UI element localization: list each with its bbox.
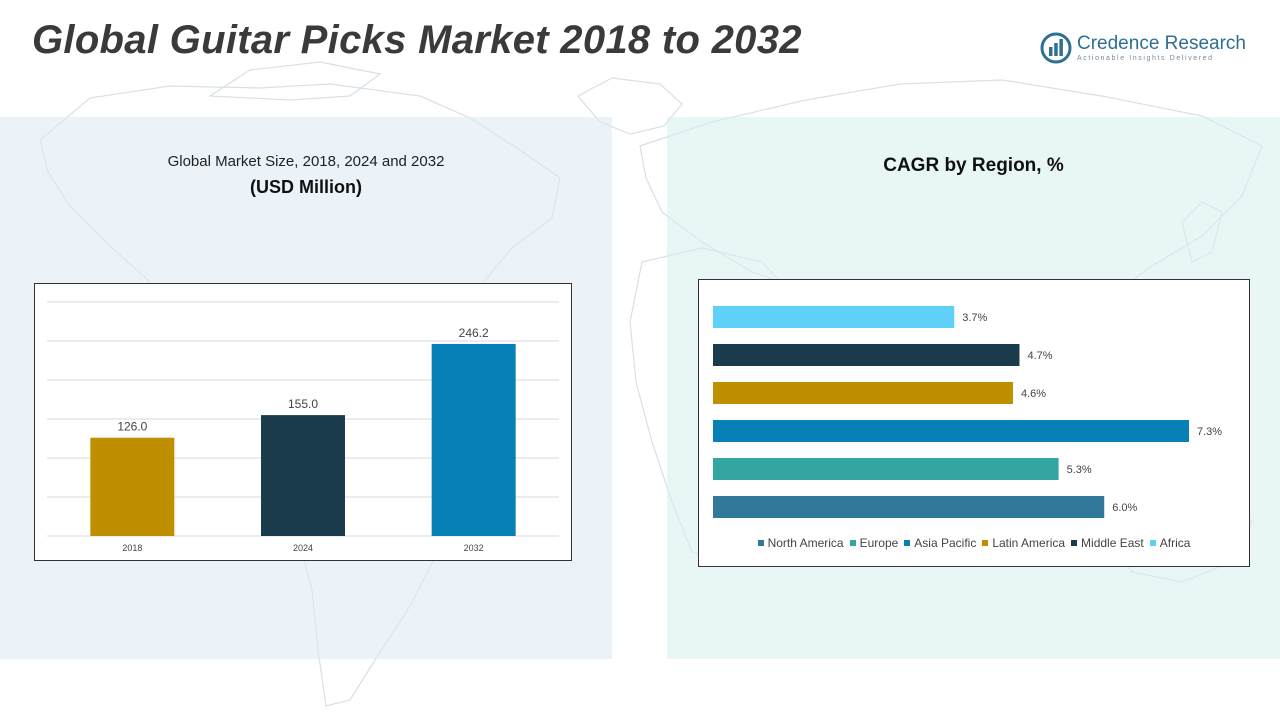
cagr-panel: CAGR by Region, % 6.0% 5.3% 7.3% 4.6% 4.7% 3.…	[667, 117, 1280, 659]
legend-swatch	[982, 540, 989, 546]
bar-asia-pacific	[713, 420, 1189, 442]
legend-item-middle-east: Middle East	[1071, 536, 1144, 550]
bar-africa	[713, 306, 955, 328]
market-size-title: Global Market Size, 2018, 2024 and 2032	[167, 153, 445, 170]
market-size-chart: 126.0 2018 155.0 2024 246.2 2032	[34, 283, 572, 561]
data-label-asia-pacific: 7.3%	[1197, 426, 1222, 438]
credence-research-logo: Credence Research Actionable Insights De…	[1040, 30, 1260, 70]
cagr-chart-svg: 6.0% 5.3% 7.3% 4.6% 4.7% 3.7%	[713, 306, 1222, 518]
x-tick-2018: 2018	[122, 543, 142, 553]
page-title: Global Guitar Picks Market 2018 to 2032	[32, 18, 802, 62]
logo-name: Credence Research	[1077, 33, 1246, 54]
legend-item-asia-pacific: Asia Pacific	[904, 536, 976, 550]
legend-label: North America	[767, 536, 844, 550]
cagr-chart: 6.0% 5.3% 7.3% 4.6% 4.7% 3.7% North America Eu…	[698, 279, 1250, 567]
legend-label: Middle East	[1081, 536, 1144, 550]
data-label-africa: 3.7%	[962, 312, 987, 324]
legend-label: Africa	[1159, 536, 1191, 550]
legend-item-north-america: North America	[757, 536, 844, 550]
bar-2024	[261, 415, 345, 536]
bar-2032	[431, 343, 516, 536]
bar-north-america	[713, 496, 1105, 518]
legend-label: Asia Pacific	[914, 536, 977, 550]
legend-swatch	[1149, 540, 1156, 546]
legend-swatch	[849, 540, 856, 546]
market-size-chart-svg: 126.0 2018 155.0 2024 246.2 2032	[47, 301, 559, 553]
data-label-2018: 126.0	[117, 420, 147, 434]
legend-swatch	[1071, 540, 1078, 546]
market-size-panel: Global Market Size, 2018, 2024 and 2032 …	[0, 117, 612, 659]
logo-mark-icon	[1040, 32, 1072, 64]
data-label-north-america: 6.0%	[1112, 502, 1137, 514]
legend-item-europe: Europe	[849, 536, 899, 550]
bar-middle-east	[713, 344, 1020, 366]
data-label-middle-east: 4.7%	[1027, 350, 1052, 362]
legend-swatch	[904, 540, 911, 546]
cagr-title: CAGR by Region, %	[883, 155, 1064, 176]
legend-swatch	[757, 540, 764, 546]
legend-label: Europe	[859, 536, 899, 550]
legend-item-africa: Africa	[1149, 536, 1191, 550]
legend-label: Latin America	[992, 536, 1066, 550]
data-label-2032: 246.2	[459, 326, 489, 340]
legend-item-latin-america: Latin America	[982, 536, 1065, 550]
data-label-2024: 155.0	[288, 397, 318, 411]
data-label-latin-america: 4.6%	[1021, 388, 1046, 400]
bar-europe	[713, 458, 1059, 480]
x-tick-2032: 2032	[464, 543, 484, 553]
bar-2018	[90, 437, 175, 536]
cagr-legend: North America Europe Asia Pacific Latin Ame…	[699, 536, 1249, 550]
bar-latin-america	[713, 382, 1013, 404]
logo-tagline: Actionable Insights Delivered	[1077, 55, 1214, 62]
market-size-unit: (USD Million)	[250, 177, 362, 197]
x-tick-2024: 2024	[293, 543, 313, 553]
data-label-europe: 5.3%	[1067, 464, 1092, 476]
